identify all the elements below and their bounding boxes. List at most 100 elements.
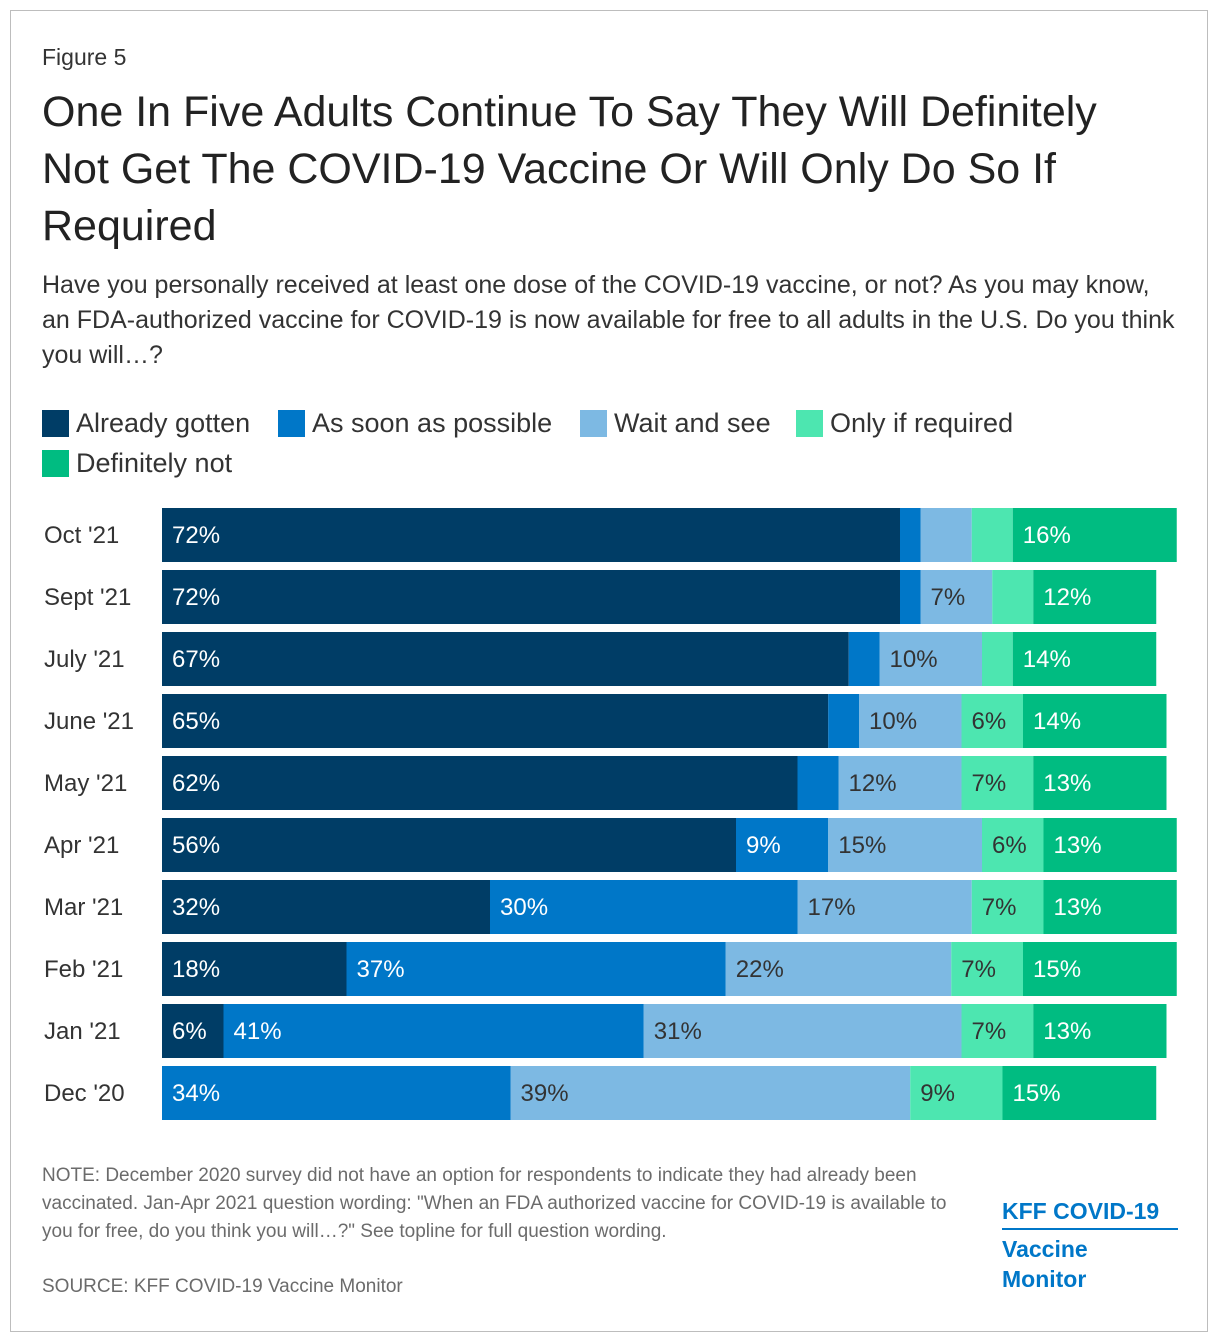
data-label: 7% [972, 770, 1007, 797]
bar-segment-wait-and-see [828, 818, 982, 872]
data-label: 31% [654, 1018, 702, 1045]
data-label: 6% [972, 708, 1007, 735]
data-label: 15% [1033, 956, 1081, 983]
data-label: 13% [1054, 894, 1102, 921]
data-label: 12% [849, 770, 897, 797]
legend-swatch-wait-and-see [580, 410, 607, 437]
bar-segment-wait-and-see [920, 508, 972, 562]
bar-segment-as-soon-as-possible [736, 818, 829, 872]
bar-segment-already-gotten [162, 880, 490, 934]
bar-segment-only-if-required [992, 570, 1034, 624]
legend-swatch-as-soon-as-possible [278, 410, 305, 437]
bar-segment-wait-and-see [838, 756, 962, 810]
data-label: 6% [172, 1018, 207, 1045]
bar-segment-wait-and-see [725, 942, 952, 996]
legend-label-only-if-required: Only if required [830, 408, 1014, 438]
bar-segment-wait-and-see [510, 1066, 911, 1120]
bar-segment-only-if-required [910, 1066, 1003, 1120]
data-label: 7% [972, 1018, 1007, 1045]
bar-row-mar-21: Mar '21 32% 30% 17% 7% 13% [44, 880, 1177, 934]
chart-subtitle: Have you personally received at least on… [42, 271, 1175, 369]
bar-segment-definitely-not [1012, 632, 1157, 686]
legend-item-as-soon-as-possible: As soon as possible [278, 408, 552, 439]
data-label: 72% [172, 522, 220, 549]
bar-segment-already-gotten [162, 694, 829, 748]
category-label: July '21 [44, 646, 125, 673]
bar-segment-already-gotten [162, 632, 849, 686]
data-label: 10% [869, 708, 917, 735]
bar-segment-as-soon-as-possible [223, 1004, 644, 1058]
bar-segment-as-soon-as-possible [900, 570, 921, 624]
data-label: 15% [1013, 1080, 1061, 1107]
bar-segment-as-soon-as-possible [490, 880, 798, 934]
bar-segment-as-soon-as-possible [162, 1066, 511, 1120]
legend-item-already-gotten: Already gotten [42, 408, 250, 439]
data-label: 65% [172, 708, 220, 735]
bar-segment-only-if-required [951, 942, 1023, 996]
kff-brand-logo: KFF COVID-19 Vaccine Monitor [1002, 1196, 1178, 1294]
bar-segment-only-if-required [971, 880, 1044, 934]
bar-segment-already-gotten [162, 818, 736, 872]
data-label: 7% [961, 956, 996, 983]
data-label: 39% [521, 1080, 569, 1107]
bar-segment-only-if-required [961, 694, 1023, 748]
legend-swatch-already-gotten [42, 410, 69, 437]
data-label: 7% [982, 894, 1017, 921]
bar-segment-as-soon-as-possible [900, 508, 921, 562]
data-label: 9% [920, 1080, 955, 1107]
bar-segment-definitely-not [1002, 1066, 1157, 1120]
bar-segment-definitely-not [1023, 942, 1177, 996]
bar-segment-already-gotten [162, 1004, 224, 1058]
data-label: 62% [172, 770, 220, 797]
data-label: 7% [931, 584, 966, 611]
data-label: 67% [172, 646, 220, 673]
chart-source: SOURCE: KFF COVID-19 Vaccine Monitor [42, 1276, 403, 1297]
bar-row-june-21: June '21 65% 10% 6% 14% [44, 694, 1167, 748]
bar-row-dec-20: Dec '20 34% 39% 9% 15% [44, 1066, 1157, 1120]
data-label: 13% [1054, 832, 1102, 859]
bar-segment-only-if-required [982, 818, 1044, 872]
data-label: 15% [838, 832, 886, 859]
bar-segment-definitely-not [1033, 570, 1157, 624]
bar-row-apr-21: Apr '21 56% 9% 15% 6% 13% [44, 818, 1177, 872]
legend-item-wait-and-see: Wait and see [580, 408, 771, 439]
bar-segment-already-gotten [162, 508, 900, 562]
bar-segment-only-if-required [961, 756, 1034, 810]
data-label: 34% [172, 1080, 220, 1107]
category-label: Apr '21 [44, 832, 119, 859]
legend-label-definitely-not: Definitely not [76, 448, 233, 478]
bar-segment-as-soon-as-possible [797, 756, 839, 810]
category-label: June '21 [44, 708, 134, 735]
data-label: 6% [992, 832, 1027, 859]
data-label: 10% [890, 646, 938, 673]
bar-segment-as-soon-as-possible [828, 694, 859, 748]
bar-segment-definitely-not [1033, 756, 1167, 810]
bar-segment-already-gotten [162, 942, 347, 996]
category-label: Oct '21 [44, 522, 119, 549]
bar-segment-wait-and-see [879, 632, 982, 686]
legend-label-as-soon-as-possible: As soon as possible [312, 408, 553, 438]
bar-segment-already-gotten [162, 756, 798, 810]
bar-segment-definitely-not [1033, 1004, 1167, 1058]
bar-segment-wait-and-see [797, 880, 972, 934]
data-label: 37% [357, 956, 405, 983]
category-label: Dec '20 [44, 1080, 125, 1107]
category-label: Mar '21 [44, 894, 123, 921]
chart-title: One In Five Adults Continue To Say They … [42, 88, 1097, 250]
data-label: 16% [1023, 522, 1071, 549]
data-label: 12% [1043, 584, 1091, 611]
figure-label: Figure 5 [42, 44, 127, 70]
data-label: 18% [172, 956, 220, 983]
data-label: 14% [1023, 646, 1071, 673]
data-label: 72% [172, 584, 220, 611]
category-label: May '21 [44, 770, 127, 797]
brand-line-2: Vaccine Monitor [1002, 1236, 1088, 1292]
chart-note: NOTE: December 2020 survey did not have … [42, 1165, 947, 1242]
bar-row-may-21: May '21 62% 12% 7% 13% [44, 756, 1167, 810]
bar-segment-definitely-not [1043, 818, 1177, 872]
legend-label-wait-and-see: Wait and see [614, 408, 771, 438]
data-label: 32% [172, 894, 220, 921]
bar-segment-definitely-not [1043, 880, 1177, 934]
category-label: Sept '21 [44, 584, 131, 611]
